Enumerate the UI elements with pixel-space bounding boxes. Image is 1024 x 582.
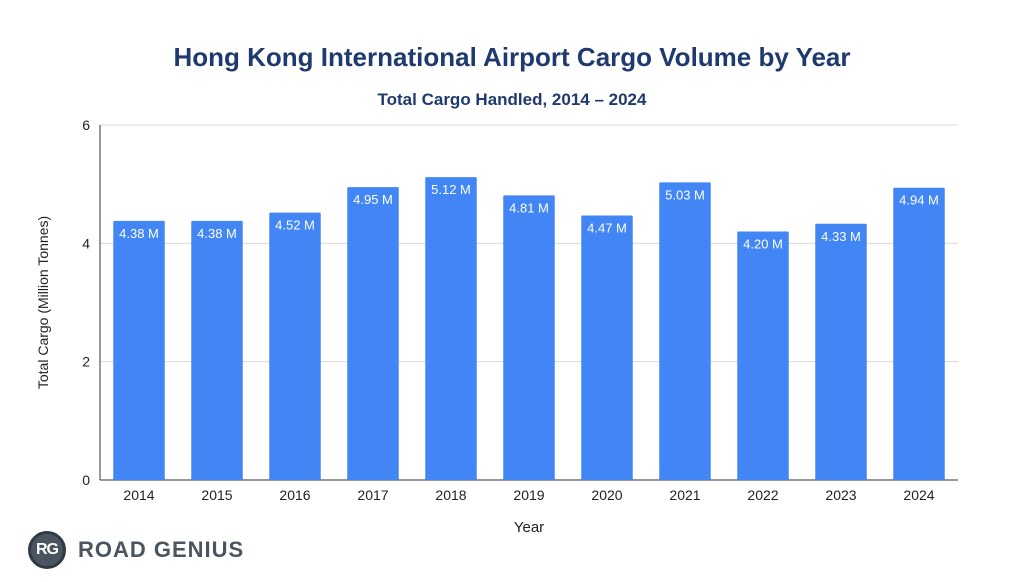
- x-tick-label: 2014: [123, 487, 154, 503]
- bar: [347, 187, 399, 480]
- logo-text: ROAD GENIUS: [78, 537, 245, 562]
- bar: [191, 220, 243, 480]
- x-tick-label: 2017: [357, 487, 388, 503]
- data-label: 4.52 M: [275, 218, 315, 233]
- bar: [737, 231, 789, 480]
- bar: [113, 220, 165, 480]
- bar: [893, 187, 945, 480]
- y-tick-label: 4: [82, 235, 90, 251]
- x-tick-label: 2018: [435, 487, 466, 503]
- data-label: 4.47 M: [587, 221, 627, 236]
- x-tick-label: 2016: [279, 487, 310, 503]
- x-tick-label: 2020: [591, 487, 622, 503]
- y-tick-label: 6: [82, 117, 90, 133]
- x-tick-label: 2022: [747, 487, 778, 503]
- data-label: 4.81 M: [509, 200, 549, 215]
- data-label: 4.20 M: [743, 237, 783, 252]
- road-genius-logo: RG ROAD GENIUS: [28, 530, 244, 570]
- data-label: 4.95 M: [353, 192, 393, 207]
- chart-subtitle: Total Cargo Handled, 2014 – 2024: [377, 90, 647, 109]
- bar: [581, 215, 633, 480]
- bar: [425, 177, 477, 481]
- bar: [269, 212, 321, 481]
- x-tick-label: 2024: [903, 487, 934, 503]
- data-label: 4.38 M: [197, 226, 237, 241]
- bar: [815, 223, 867, 480]
- x-axis-title: Year: [514, 519, 544, 536]
- data-label: 5.03 M: [665, 187, 705, 202]
- bar: [659, 182, 711, 480]
- y-tick-label: 2: [82, 354, 90, 370]
- chart-title: Hong Kong International Airport Cargo Vo…: [173, 42, 851, 72]
- logo-badge-icon: RG: [28, 531, 66, 569]
- data-label: 4.38 M: [119, 226, 159, 241]
- y-tick-label: 0: [82, 472, 90, 488]
- x-tick-label: 2019: [513, 487, 544, 503]
- data-label: 4.94 M: [899, 193, 939, 208]
- data-label: 4.33 M: [821, 229, 861, 244]
- x-tick-label: 2021: [669, 487, 700, 503]
- x-tick-label: 2023: [825, 487, 856, 503]
- x-tick-label: 2015: [201, 487, 232, 503]
- bar: [503, 195, 555, 481]
- data-label: 5.12 M: [431, 182, 471, 197]
- y-axis-title: Total Cargo (Million Tonnes): [35, 216, 51, 389]
